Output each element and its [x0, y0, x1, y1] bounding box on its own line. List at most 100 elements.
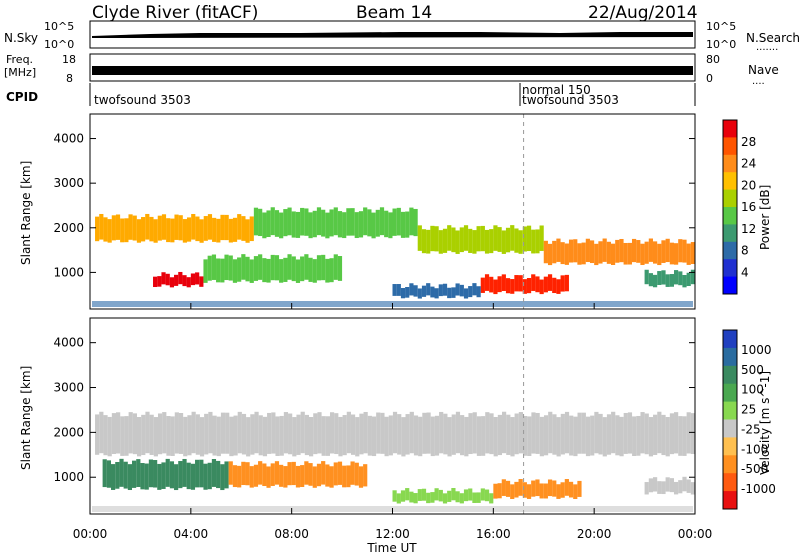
power-echo-band	[258, 254, 263, 280]
power-echo-band	[526, 277, 532, 294]
velocity-echo-band	[212, 415, 217, 456]
power-colorbar-swatch	[723, 154, 737, 173]
velocity-echo-band	[321, 461, 326, 485]
velocity-echo-band	[233, 415, 238, 456]
velocity-echo-band	[447, 417, 452, 457]
velocity-echo-band	[220, 412, 226, 454]
power-echo-band	[321, 209, 326, 237]
velocity-echo-band	[241, 413, 247, 455]
power-echo-band	[417, 225, 422, 251]
power-colorbar-tick-label: 4	[741, 265, 749, 279]
velocity-echo-band	[141, 414, 146, 456]
freq-tick-top: 18	[62, 53, 76, 66]
power-echo-band	[354, 212, 359, 239]
station-title: Clyde River (fitACF)	[92, 3, 258, 23]
velocity-echo-band	[455, 411, 461, 454]
power-echo-band	[556, 238, 561, 262]
power-echo-band	[396, 207, 401, 236]
date-title: 22/Aug/2014	[588, 3, 698, 23]
power-echo-band	[153, 219, 158, 243]
velocity-echo-band	[166, 416, 171, 456]
power-echo-band	[413, 208, 418, 237]
power-echo-band	[493, 279, 498, 295]
velocity-echo-band	[254, 411, 259, 454]
power-echo-band	[207, 214, 213, 240]
power-echo-band	[400, 288, 406, 299]
velocity-ylabel: Slant Range [km]	[19, 366, 33, 470]
power-echo-band	[484, 274, 490, 291]
power-colorbar-tick-label: 8	[741, 244, 749, 258]
velocity-echo-band	[136, 459, 141, 487]
velocity-echo-band	[443, 413, 448, 455]
velocity-echo-band	[190, 463, 196, 490]
velocity-echo-band	[568, 481, 574, 498]
power-echo-band	[300, 256, 305, 282]
velocity-echo-band	[422, 412, 427, 454]
velocity-echo-band	[577, 412, 582, 454]
velocity-echo-band	[262, 416, 268, 457]
power-echo-band	[136, 219, 142, 243]
power-echo-band	[157, 276, 162, 287]
velocity-echo-band	[468, 413, 473, 455]
power-echo-band	[657, 243, 662, 266]
power-echo-band	[518, 275, 523, 292]
velocity-echo-band	[132, 460, 137, 488]
velocity-echo-band	[686, 479, 691, 493]
power-echo-band	[95, 216, 100, 242]
velocity-echo-band	[136, 417, 142, 457]
velocity-echo-band	[678, 416, 683, 456]
power-echo-band	[434, 288, 439, 299]
velocity-colorbar-tick-label: -500	[741, 462, 768, 476]
velocity-colorbar-tick-label: -1000	[741, 482, 776, 496]
power-echo-band	[266, 210, 271, 238]
velocity-echo-band	[216, 460, 221, 489]
power-panel: 1000 2000 3000 4000	[53, 113, 696, 310]
power-echo-band	[564, 274, 569, 292]
velocity-echo-band	[127, 464, 133, 491]
power-echo-band	[258, 208, 263, 237]
power-echo-band	[678, 239, 683, 263]
power-colorbar-swatch	[723, 172, 737, 191]
velocity-echo-band	[95, 414, 100, 455]
velocity-colorbar-swatch	[723, 473, 737, 492]
power-echo-band	[455, 283, 460, 296]
velocity-echo-band	[296, 414, 301, 455]
power-echo-band	[316, 207, 322, 236]
power-echo-band	[241, 216, 246, 241]
cpid-entry-1: twofsound 3503	[94, 93, 191, 107]
power-echo-band	[283, 257, 288, 282]
velocity-echo-band	[497, 483, 502, 499]
power-echo-band	[682, 274, 687, 288]
power-echo-band	[434, 226, 439, 252]
velocity-echo-band	[204, 413, 209, 455]
power-echo-band	[686, 243, 691, 265]
freq-panel-frame	[89, 53, 696, 82]
power-echo-band	[107, 219, 112, 243]
power-echo-band	[652, 241, 658, 264]
velocity-y-tick-label: 1000	[53, 470, 84, 484]
power-echo-band	[615, 239, 620, 263]
power-echo-band	[644, 269, 649, 285]
power-echo-band	[631, 238, 637, 263]
power-echo-band	[543, 276, 548, 293]
velocity-echo-band	[430, 492, 435, 503]
velocity-echo-band	[99, 411, 104, 454]
velocity-echo-band	[418, 416, 423, 457]
power-echo-band	[543, 240, 548, 264]
power-echo-band	[358, 211, 364, 238]
power-echo-band	[99, 213, 104, 240]
power-echo-band	[459, 284, 464, 297]
power-echo-band	[245, 219, 250, 243]
power-echo-band	[253, 207, 259, 236]
power-echo-band	[346, 208, 351, 236]
velocity-echo-band	[195, 459, 200, 488]
velocity-echo-band	[480, 488, 485, 501]
power-echo-band	[392, 284, 397, 296]
power-y-tick-label: 3000	[53, 176, 84, 190]
velocity-echo-band	[161, 462, 166, 489]
velocity-echo-band	[547, 479, 553, 497]
power-echo-band	[203, 216, 208, 241]
velocity-echo-band	[489, 493, 494, 504]
power-echo-band	[514, 275, 519, 292]
velocity-echo-band	[560, 413, 565, 455]
